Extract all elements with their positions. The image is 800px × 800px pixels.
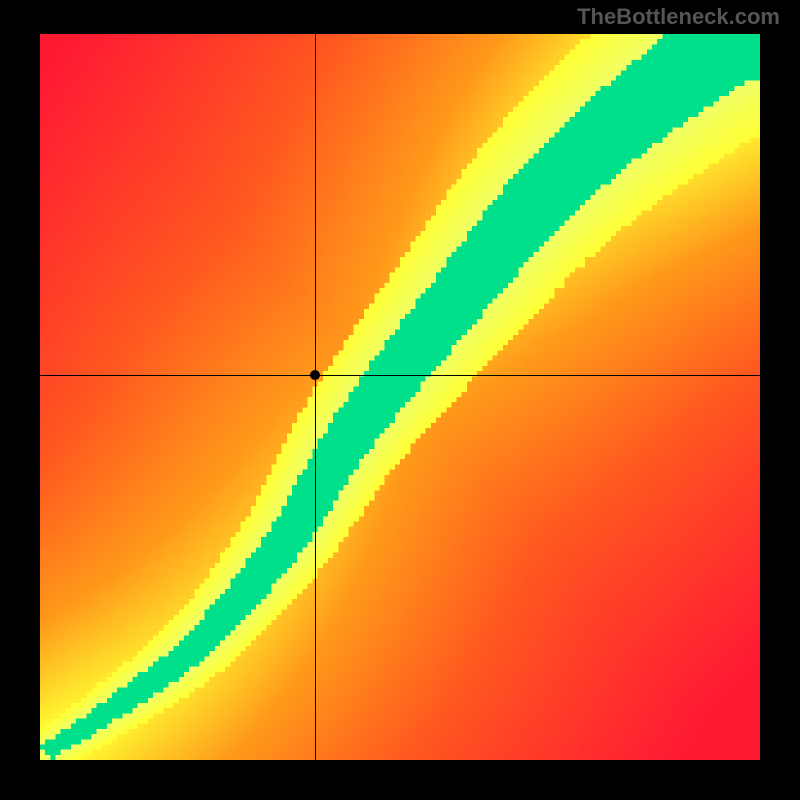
crosshair-vertical — [315, 34, 316, 760]
heatmap-plot-area — [40, 34, 760, 760]
heatmap-canvas — [40, 34, 760, 760]
crosshair-horizontal — [40, 375, 760, 376]
watermark-text: TheBottleneck.com — [577, 4, 780, 30]
crosshair-marker — [310, 370, 320, 380]
chart-container: TheBottleneck.com — [0, 0, 800, 800]
